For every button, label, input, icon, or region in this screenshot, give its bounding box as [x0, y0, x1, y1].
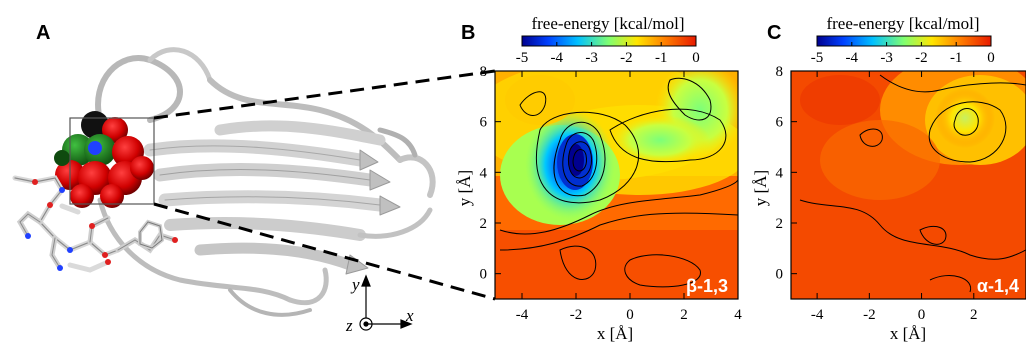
axis-y-label-a: y: [350, 275, 360, 294]
b-ytick-label: 0: [480, 267, 488, 283]
axis-z-label-a: z: [345, 316, 353, 335]
badge-c: α-1,4: [977, 276, 1019, 296]
b-ytick-label: 4: [480, 165, 488, 181]
axes-b: -4 -2 0 2 4 0 2 4 6 8: [480, 64, 743, 323]
axis-x-label-a: x: [405, 306, 414, 325]
plot-frame-c: [790, 70, 1026, 300]
colorbar-b: [521, 35, 697, 47]
c-colorbar-tick-label: 0: [987, 50, 995, 66]
b-xtick-label: 0: [626, 307, 634, 323]
b-xtick-label: 4: [734, 307, 742, 323]
c-colorbar-tick-label: -5: [811, 50, 824, 66]
c-colorbar-tick-label: -1: [950, 50, 963, 66]
b-xtick-label: 2: [680, 307, 688, 323]
b-ytick-label: 8: [480, 64, 488, 80]
colorbar-title-c: free-energy [kcal/mol]: [826, 14, 979, 33]
colorbar-c: [816, 35, 992, 47]
c-xtick-label: -4: [811, 307, 824, 323]
c-ytick-label: 2: [776, 216, 784, 232]
peptide-sticks: [12, 175, 178, 273]
heatmap-b: [495, 71, 738, 299]
c-ytick-label: 4: [776, 165, 784, 181]
xlabel-c: x [Å]: [890, 324, 926, 342]
plot-frame-b: [494, 70, 739, 300]
b-ytick-label: 6: [480, 115, 488, 131]
c-xtick-label: -2: [863, 307, 876, 323]
b-colorbar-tick-label: -2: [620, 50, 633, 66]
b-colorbar-tick-label: -1: [655, 50, 668, 66]
panel-b-letter: B: [461, 22, 476, 44]
colorbar-ticks-c: -5 -4 -3 -2 -1 0: [811, 42, 995, 66]
b-colorbar-tick-label: 0: [692, 50, 700, 66]
b-colorbar-tick-label: -5: [516, 50, 529, 66]
zoom-box: [69, 117, 155, 205]
c-ytick-label: 6: [776, 115, 784, 131]
heatmap-c: [791, 71, 1026, 299]
ligand-spheres: [54, 111, 154, 208]
b-colorbar-tick-label: -3: [585, 50, 598, 66]
panel-a-letter: A: [36, 22, 51, 44]
c-colorbar-tick-label: -3: [880, 50, 893, 66]
axes-c: -4 -2 0 2 0 2 4 6 8: [776, 64, 978, 323]
c-ytick-label: 8: [776, 64, 784, 80]
b-colorbar-tick-label: -4: [551, 50, 564, 66]
xlabel-b: x [Å]: [597, 324, 633, 342]
c-colorbar-tick-label: -2: [915, 50, 928, 66]
colorbar-title-b: free-energy [kcal/mol]: [531, 14, 684, 33]
c-xtick-label: 2: [970, 307, 978, 323]
b-ytick-label: 2: [480, 216, 488, 232]
b-xtick-label: -2: [570, 307, 583, 323]
c-colorbar-tick-label: -4: [846, 50, 859, 66]
zoom-line-bottom: [153, 202, 496, 301]
c-ytick-label: 0: [776, 267, 784, 283]
ylabel-c: y [Å]: [751, 170, 770, 206]
colorbar-ticks-b: -5 -4 -3 -2 -1 0: [516, 42, 700, 66]
zoom-line-top: [153, 69, 496, 120]
ylabel-b: y [Å]: [455, 170, 474, 206]
coordinate-axes: [359, 274, 413, 331]
panel-c-letter: C: [767, 22, 782, 44]
c-xtick-label: 0: [918, 307, 926, 323]
badge-b: β-1,3: [686, 276, 728, 296]
b-xtick-label: -4: [516, 307, 529, 323]
protein-structure: [95, 47, 436, 317]
